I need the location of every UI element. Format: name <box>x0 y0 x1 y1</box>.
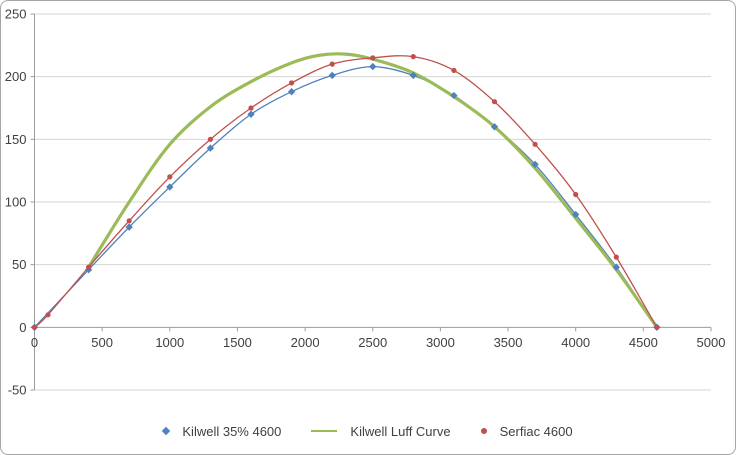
x-tick-label: 0 <box>31 335 38 350</box>
legend: Kilwell 35% 4600 Kilwell Luff Curve Serf… <box>1 421 735 441</box>
legend-label-serfiac-4600: Serfiac 4600 <box>499 423 573 439</box>
y-tick-label: 100 <box>5 195 27 210</box>
data-point-series-0 <box>287 88 296 96</box>
data-point-series-2 <box>289 80 295 86</box>
legend-label-kilwell-luff-curve: Kilwell Luff Curve <box>350 423 451 439</box>
x-tick-label: 1500 <box>223 335 252 350</box>
y-tick-label: -50 <box>8 383 27 398</box>
data-point-series-0 <box>450 91 458 100</box>
legend-item-serfiac-4600[interactable]: Serfiac 4600 <box>480 423 573 439</box>
data-point-series-2 <box>613 254 619 260</box>
series-line-1 <box>87 52 659 329</box>
data-point-series-2 <box>370 55 376 61</box>
data-point-series-2 <box>410 54 416 60</box>
data-point-series-2 <box>207 136 213 142</box>
y-tick-label: 50 <box>12 257 26 272</box>
x-tick-label: 3000 <box>426 335 455 350</box>
data-point-series-2 <box>45 312 51 318</box>
data-point-series-2 <box>167 174 173 180</box>
x-tick-label: 4500 <box>629 335 658 350</box>
legend-item-kilwell-luff-curve[interactable]: Kilwell Luff Curve <box>311 423 451 439</box>
series-line-marker-icon <box>311 429 338 433</box>
x-tick-label: 3500 <box>494 335 523 350</box>
data-point-series-0 <box>490 123 499 131</box>
data-point-series-2 <box>31 324 38 330</box>
y-tick-label: 150 <box>5 132 27 147</box>
data-point-series-0 <box>125 223 133 231</box>
data-point-series-0 <box>206 144 215 152</box>
data-point-series-2 <box>126 218 132 224</box>
data-point-series-2 <box>86 264 92 270</box>
x-tick-label: 500 <box>91 335 113 350</box>
x-tick-label: 2500 <box>358 335 387 350</box>
data-point-series-0 <box>247 110 255 118</box>
y-tick-label: 200 <box>5 69 27 84</box>
data-point-series-2 <box>248 105 254 111</box>
data-point-series-2 <box>491 99 498 105</box>
data-point-series-2 <box>654 324 660 330</box>
series-line-2 <box>33 55 658 328</box>
x-tick-label: 1000 <box>155 335 184 350</box>
data-point-series-2 <box>532 141 538 147</box>
y-tick-label: 0 <box>19 320 26 335</box>
data-point-series-0 <box>166 183 174 191</box>
data-point-series-2 <box>451 67 457 73</box>
data-point-series-2 <box>329 61 335 67</box>
x-tick-label: 2000 <box>291 335 320 350</box>
data-point-series-0 <box>328 71 336 80</box>
series-line-0 <box>33 65 658 328</box>
series-circle-marker-icon <box>480 428 487 434</box>
data-point-series-2 <box>573 191 579 198</box>
legend-item-kilwell-35-4600[interactable]: Kilwell 35% 4600 <box>162 423 282 439</box>
legend-label-kilwell-35-4600: Kilwell 35% 4600 <box>182 423 282 439</box>
series-diamond-marker-icon <box>162 426 171 436</box>
data-point-series-0 <box>409 71 417 80</box>
y-tick-label: 250 <box>5 7 27 22</box>
x-tick-label: 5000 <box>697 335 726 350</box>
data-point-series-0 <box>369 62 377 71</box>
x-tick-label: 4000 <box>561 335 590 350</box>
